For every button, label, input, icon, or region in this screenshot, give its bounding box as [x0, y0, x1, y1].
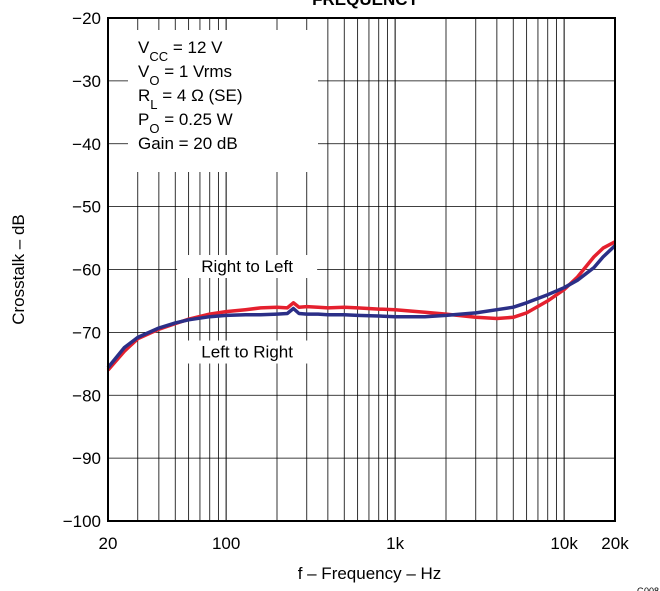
chart-title: FREQUENCY [312, 0, 419, 9]
y-tick-label: −30 [72, 72, 101, 91]
figure-id: G008 [637, 586, 659, 591]
annotation-label: Left to Right [201, 343, 293, 362]
y-tick-label: −100 [63, 512, 101, 531]
y-tick-label: −70 [72, 323, 101, 342]
labels-group: −20 −30 −40 −50 −60 −70 −80 −90 −100 20 100 1k 10k 20… [9, 0, 659, 591]
x-tick-label: 1k [386, 534, 404, 553]
grid [108, 18, 615, 521]
condition-line: RL = 4 Ω (SE) [138, 86, 243, 112]
condition-line: PO = 0.25 W [138, 110, 233, 136]
plot-frame [107, 17, 616, 522]
annotation-label: Right to Left [201, 257, 293, 276]
y-tick-label: −60 [72, 261, 101, 280]
y-tick-label: −50 [72, 198, 101, 217]
condition-line: VO = 1 Vrms [138, 62, 232, 88]
series-line-2 [106, 244, 617, 369]
annotation-bg [177, 340, 318, 364]
y-tick-label: −90 [72, 449, 101, 468]
y-tick-label: −40 [72, 135, 101, 154]
annotation-bg [177, 255, 318, 279]
series-group [106, 240, 617, 372]
condition-line: Gain = 20 dB [138, 134, 238, 153]
y-tick-label: −20 [72, 9, 101, 28]
x-tick-label: 10k [550, 534, 578, 553]
x-axis-label: f – Frequency – Hz [298, 564, 442, 583]
conditions-box [128, 30, 318, 172]
y-axis-label: Crosstalk – dB [9, 214, 28, 325]
x-tick-label: 100 [212, 534, 240, 553]
condition-line: VCC = 12 V [138, 38, 223, 64]
y-tick-label: −80 [72, 386, 101, 405]
x-tick-label: 20k [601, 534, 629, 553]
x-tick-label: 20 [99, 534, 118, 553]
